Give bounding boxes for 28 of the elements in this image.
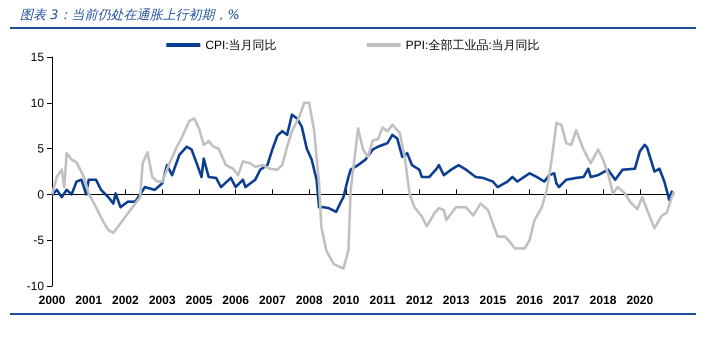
x-tick-label: 2013 — [442, 293, 470, 307]
x-tick-label: 2017 — [552, 293, 580, 307]
legend-label: CPI:当月同比 — [205, 38, 277, 52]
x-tick-label: 2005 — [186, 293, 213, 307]
x-tick-label: 2002 — [112, 293, 140, 307]
x-tick-label: 2003 — [148, 293, 176, 307]
x-tick-label: 2011 — [370, 293, 396, 307]
y-tick-label: 0 — [37, 187, 44, 202]
chart-title: 图表 3：当前仍处在通胀上行初期，% — [20, 7, 240, 24]
y-tick-label: 10 — [30, 96, 44, 110]
x-tick-label: 2007 — [258, 293, 286, 307]
x-tick-label: 2012 — [406, 293, 433, 307]
y-tick-label: -5 — [33, 233, 44, 248]
y-tick-label: 5 — [37, 142, 44, 156]
legend-label: PPI:全部工业品:当月同比 — [406, 38, 540, 52]
x-tick-label: 2000 — [38, 293, 66, 307]
x-tick-label: 2001 — [75, 293, 102, 307]
line-series — [50, 113, 676, 214]
y-tick-label: -10 — [26, 279, 44, 293]
line-series — [50, 102, 676, 270]
x-tick-label: 2020 — [626, 293, 654, 307]
x-tick-label: 2015 — [480, 293, 507, 307]
x-tick-label: 2018 — [590, 293, 617, 307]
y-tick-label: 15 — [30, 50, 44, 64]
x-tick-label: 2006 — [222, 293, 250, 307]
x-tick-label: 2010 — [332, 293, 360, 307]
x-tick-label: 2016 — [516, 293, 544, 307]
x-tick-label: 2008 — [296, 293, 323, 307]
